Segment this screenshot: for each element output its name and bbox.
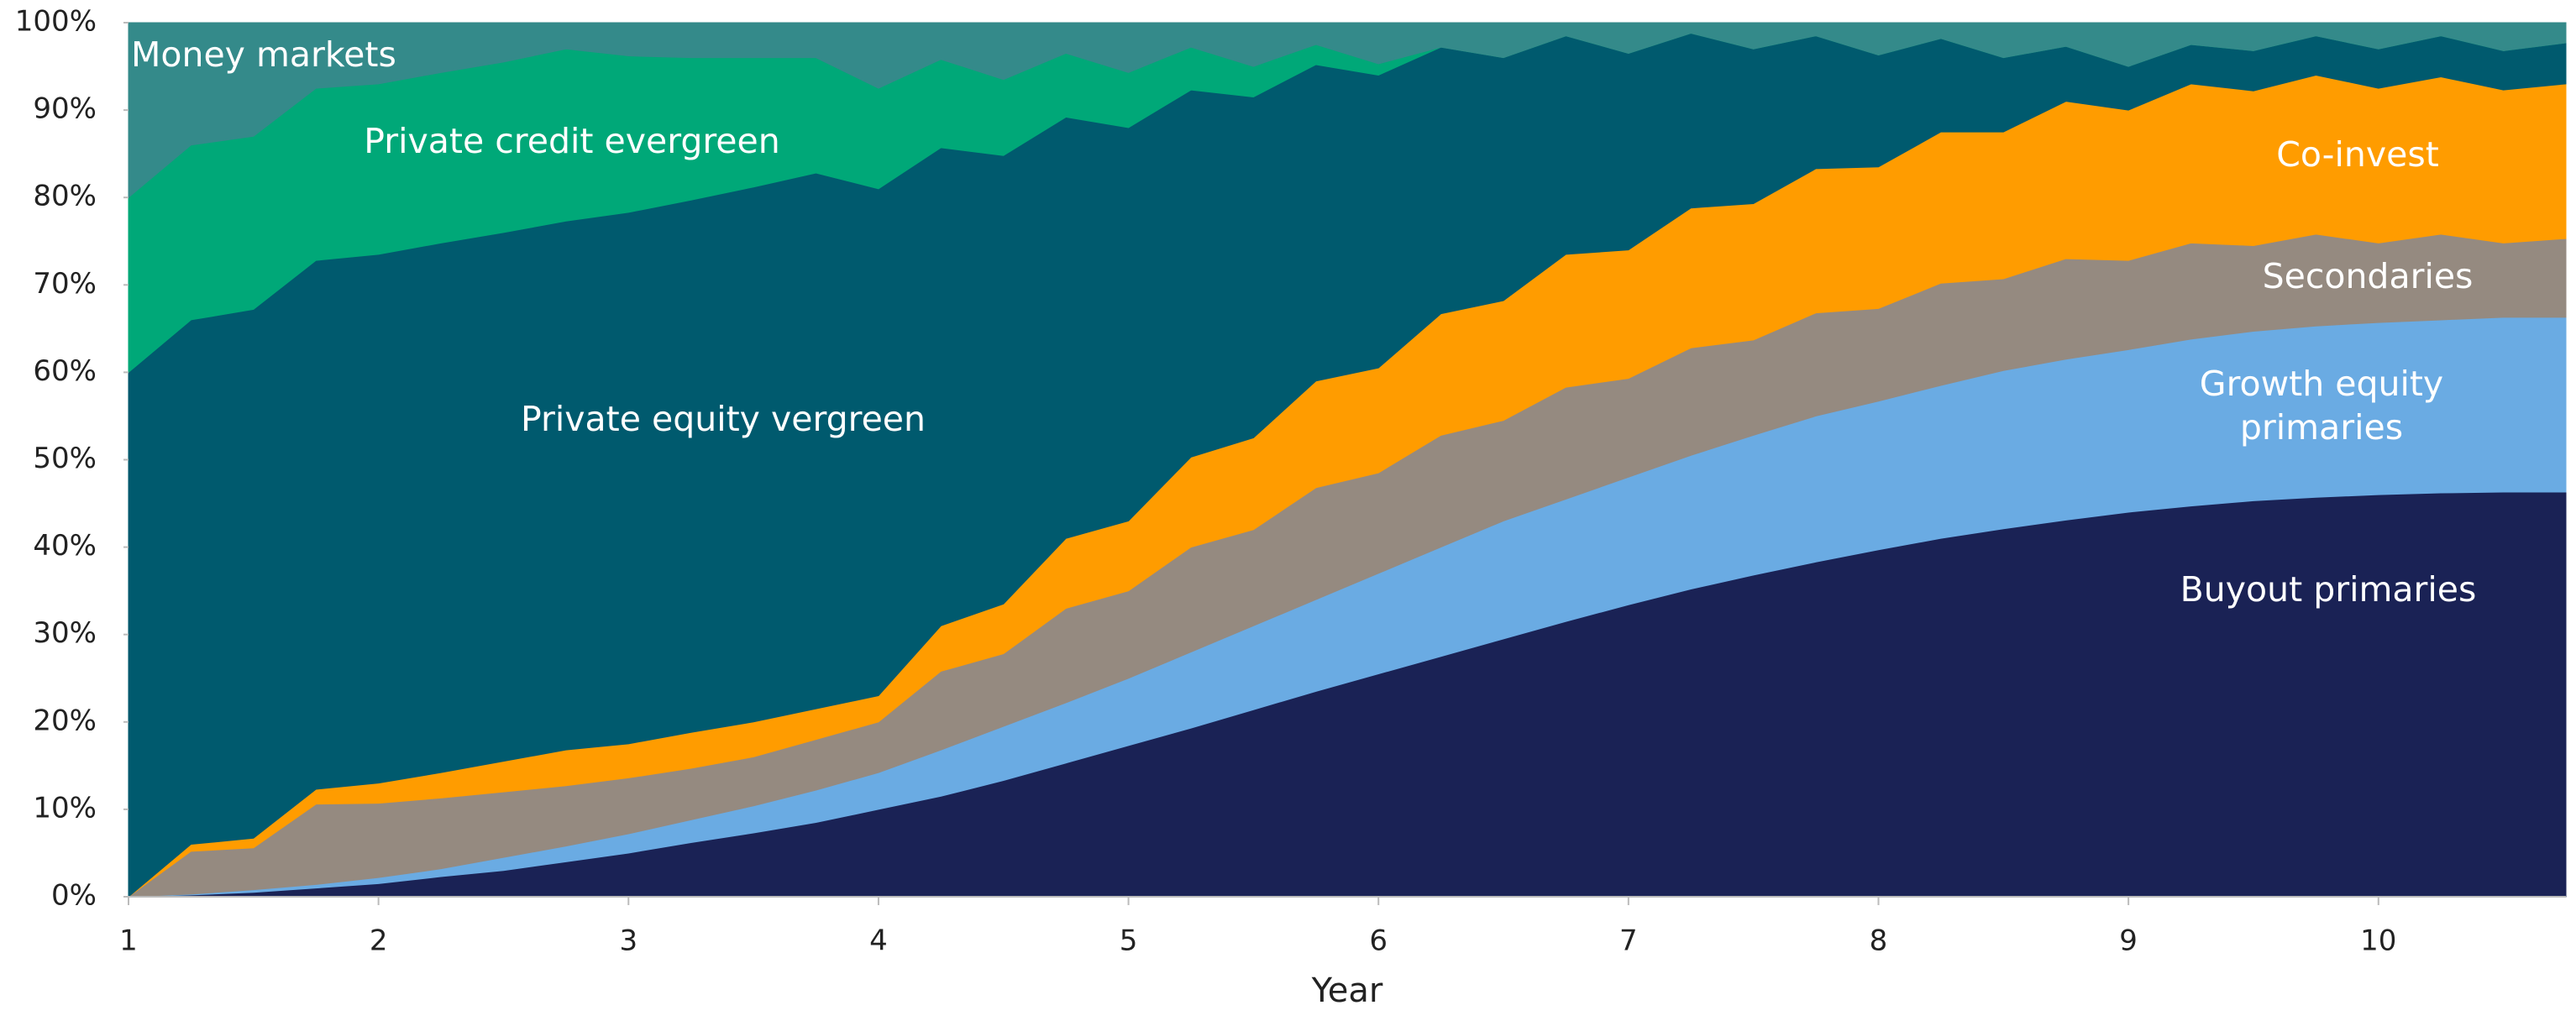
y-tick-label: 100% (15, 5, 97, 39)
x-tick-label: 3 (619, 924, 637, 958)
x-tick-label: 2 (370, 924, 388, 958)
x-tick-label: 4 (869, 924, 888, 958)
series-label: Buyout primaries (2180, 569, 2477, 610)
y-tick-label: 50% (33, 442, 97, 475)
x-tick-label: 8 (1870, 924, 1888, 958)
series-label: Secondaries (2262, 256, 2474, 296)
series-label: Growth equity primaries (2199, 364, 2444, 448)
x-tick-label: 6 (1369, 924, 1388, 958)
y-tick-label: 60% (33, 354, 97, 388)
y-tick-label: 20% (33, 704, 97, 737)
x-axis-label: Year (1311, 971, 1383, 1010)
series-label: Private credit evergreen (364, 121, 780, 161)
series-label: Money markets (131, 34, 396, 75)
areas (127, 22, 2567, 898)
x-tick-label: 5 (1120, 924, 1138, 958)
x-tick-label: 1 (119, 924, 138, 958)
y-tick-label: 90% (33, 92, 97, 126)
y-tick-label: 70% (33, 267, 97, 301)
x-tick-label: 10 (2360, 924, 2396, 958)
series-label: Co-invest (2276, 134, 2439, 175)
y-tick-label: 10% (33, 791, 97, 825)
series-label: Private equity vergreen (520, 399, 926, 439)
x-tick-label: 9 (2119, 924, 2138, 958)
y-tick-label: 40% (33, 529, 97, 563)
y-tick-label: 0% (51, 879, 97, 913)
y-tick-label: 80% (33, 180, 97, 213)
x-tick-label: 7 (1619, 924, 1638, 958)
area (128, 22, 2567, 199)
y-tick-label: 30% (33, 616, 97, 650)
